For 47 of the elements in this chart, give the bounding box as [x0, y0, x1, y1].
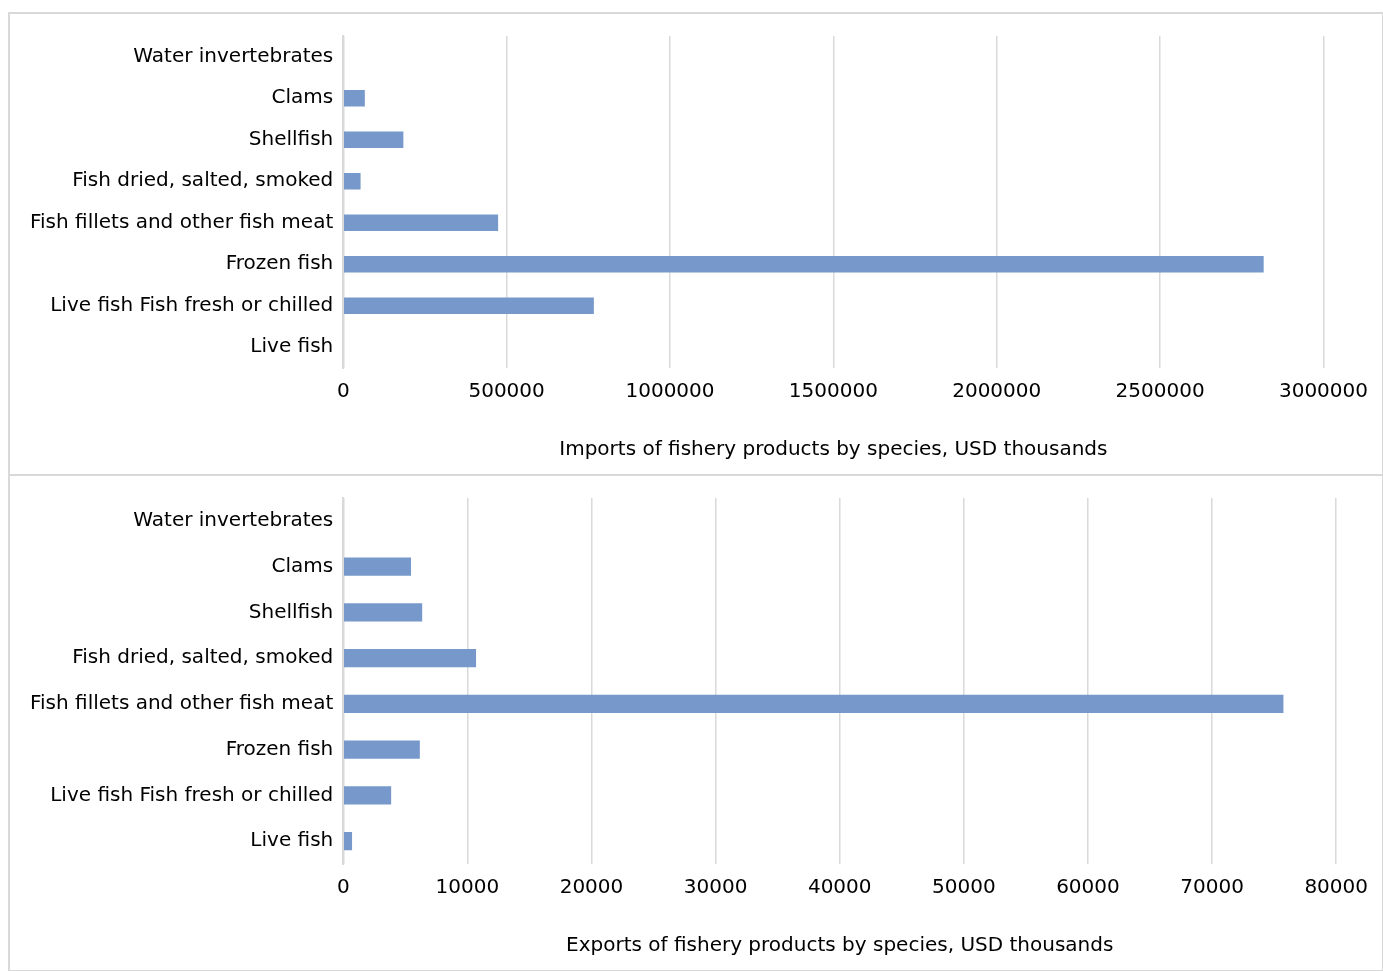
x-tick-label: 0	[336, 378, 350, 403]
bar	[344, 648, 477, 668]
x-tick-label: 500000	[468, 378, 545, 403]
y-tick-label: Fish fillets and other fish meat	[29, 690, 334, 715]
x-tick-label: 20000	[559, 874, 624, 899]
x-tick-label: 60000	[1056, 874, 1120, 899]
x-tick-label: 3000000	[1278, 378, 1368, 403]
bar	[344, 786, 392, 805]
y-tick-label: Live fish	[250, 827, 334, 852]
bar	[344, 255, 1264, 273]
bar	[344, 740, 420, 759]
x-tick-label: 1000000	[625, 378, 715, 403]
bar	[344, 557, 412, 576]
y-tick-label: Clams	[271, 84, 334, 109]
x-tick-label: 0	[336, 874, 350, 899]
y-tick-label: Live fish Fish fresh or chilled	[50, 291, 334, 316]
x-tick-label: 50000	[932, 874, 996, 899]
bar	[344, 172, 361, 190]
y-tick-label: Frozen fish	[225, 735, 334, 760]
x-axis-title: Imports of fishery products by species, USD thousands	[559, 436, 1108, 461]
x-tick-label: 40000	[807, 874, 872, 899]
y-tick-label: Water invertebrates	[133, 42, 334, 67]
y-tick-label: Live fish	[250, 333, 334, 358]
x-tick-label: 70000	[1180, 874, 1244, 899]
x-tick-label: 2500000	[1115, 378, 1205, 403]
x-axis-title: Exports of fishery products by species, USD thousands	[566, 932, 1114, 957]
y-tick-label: Shellfish	[248, 598, 334, 623]
bar	[344, 89, 365, 107]
y-tick-label: Water invertebrates	[133, 507, 334, 532]
bar	[344, 297, 594, 315]
x-tick-label: 1500000	[788, 378, 878, 403]
x-tick-label: 10000	[435, 874, 500, 899]
y-tick-label: Live fish Fish fresh or chilled	[50, 781, 334, 806]
y-tick-label: Clams	[271, 552, 334, 577]
bar	[344, 694, 1284, 714]
x-tick-label: 2000000	[952, 378, 1042, 403]
bar	[344, 131, 404, 149]
y-tick-label: Frozen fish	[225, 250, 334, 275]
y-tick-label: Shellfish	[248, 125, 334, 150]
x-tick-label: 80000	[1304, 874, 1368, 899]
y-tick-label: Fish dried, salted, smoked	[72, 167, 334, 192]
bar	[344, 603, 423, 622]
x-tick-label: 30000	[683, 874, 748, 899]
bar	[344, 214, 499, 232]
y-tick-label: Fish fillets and other fish meat	[29, 208, 334, 233]
bar	[344, 831, 353, 851]
y-tick-label: Fish dried, salted, smoked	[72, 644, 334, 669]
